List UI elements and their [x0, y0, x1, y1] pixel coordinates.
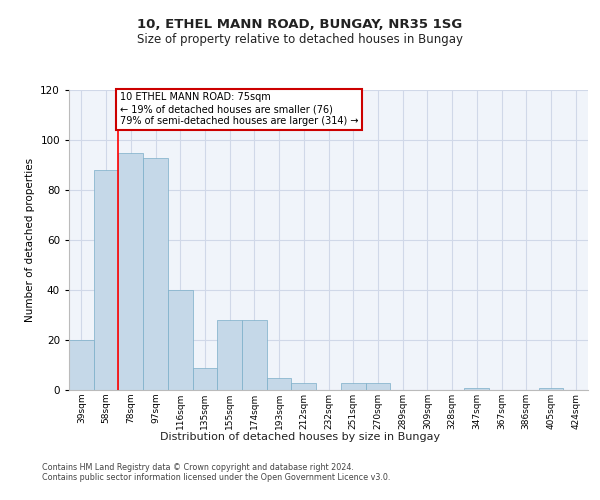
Text: Contains public sector information licensed under the Open Government Licence v3: Contains public sector information licen… — [42, 473, 391, 482]
Text: 10 ETHEL MANN ROAD: 75sqm
← 19% of detached houses are smaller (76)
79% of semi-: 10 ETHEL MANN ROAD: 75sqm ← 19% of detac… — [119, 92, 358, 126]
Bar — [217, 320, 242, 390]
Bar — [118, 152, 143, 390]
Bar — [292, 382, 316, 390]
Bar — [464, 388, 489, 390]
Text: Distribution of detached houses by size in Bungay: Distribution of detached houses by size … — [160, 432, 440, 442]
Bar — [365, 382, 390, 390]
Bar — [143, 158, 168, 390]
Bar — [193, 368, 217, 390]
Y-axis label: Number of detached properties: Number of detached properties — [25, 158, 35, 322]
Bar — [539, 388, 563, 390]
Bar — [267, 378, 292, 390]
Text: Size of property relative to detached houses in Bungay: Size of property relative to detached ho… — [137, 32, 463, 46]
Bar — [168, 290, 193, 390]
Bar — [94, 170, 118, 390]
Bar — [69, 340, 94, 390]
Bar — [341, 382, 365, 390]
Bar — [242, 320, 267, 390]
Text: 10, ETHEL MANN ROAD, BUNGAY, NR35 1SG: 10, ETHEL MANN ROAD, BUNGAY, NR35 1SG — [137, 18, 463, 30]
Text: Contains HM Land Registry data © Crown copyright and database right 2024.: Contains HM Land Registry data © Crown c… — [42, 464, 354, 472]
